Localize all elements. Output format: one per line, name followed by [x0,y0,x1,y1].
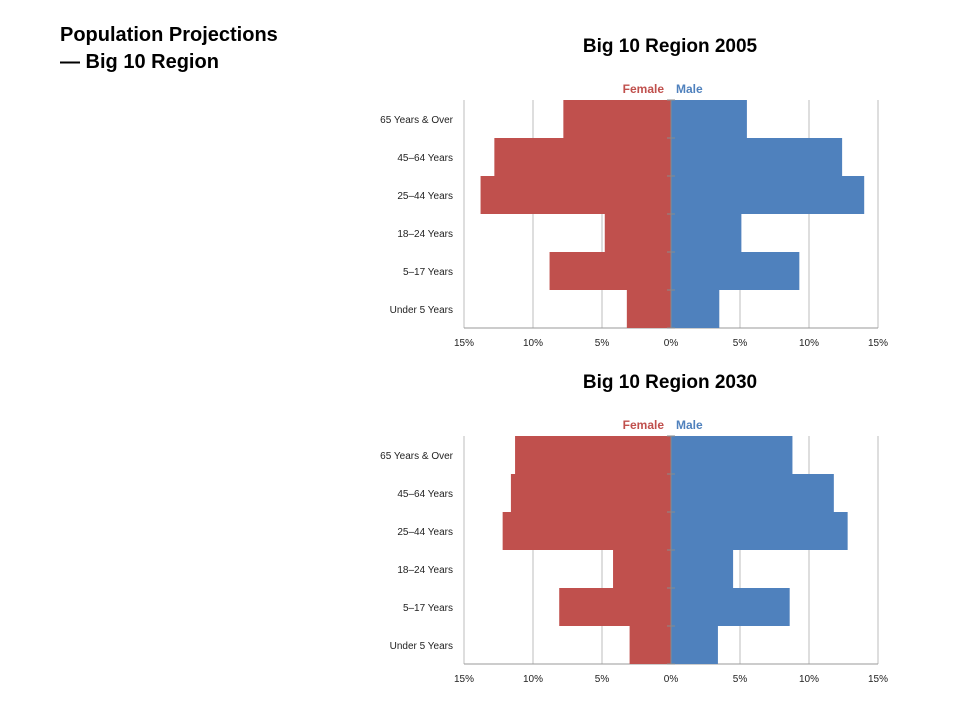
x-tick-label: 15% [454,674,474,685]
bar-female [549,252,671,290]
x-tick-label: 15% [868,338,888,349]
bar-female [515,436,671,474]
category-label: 5–17 Years [403,267,453,278]
category-label: 25–44 Years [397,191,453,202]
chart-title: Big 10 Region 2005 [582,36,758,57]
bar-female [563,100,671,138]
bar-male [671,588,790,626]
bar-male [671,176,865,214]
slide-title: Population Projections— Big 10 Region [60,24,278,73]
bar-male [671,138,843,176]
category-label: 65 Years & Over [380,115,453,126]
x-tick-label: 15% [868,674,888,685]
pyramid-chart-2030: Big 10 Region 2030 Female Male Under 5 Y… [340,366,900,696]
bar-male [671,290,720,328]
bar-female [510,474,671,512]
bar-female [559,588,671,626]
x-tick-label: 0% [664,674,679,685]
x-tick-label: 5% [733,674,748,685]
category-label: Under 5 Years [390,641,453,652]
bar-female [626,290,671,328]
bar-male [671,474,834,512]
category-label: 45–64 Years [397,153,453,164]
x-tick-label: 5% [595,338,610,349]
bar-female [502,512,671,550]
plot-area: Under 5 Years 5–17 Years 18–24 Years 25–44 … [380,99,888,349]
legend-male: Male [676,82,703,96]
x-tick-label: 5% [595,674,610,685]
bar-male [671,436,793,474]
x-tick-label: 10% [523,338,543,349]
bar-male [671,512,848,550]
category-label: 25–44 Years [397,527,453,538]
bar-male [671,626,718,664]
category-label: 18–24 Years [397,565,453,576]
category-label: 45–64 Years [397,489,453,500]
bar-male [671,550,734,588]
x-tick-label: 10% [799,674,819,685]
bar-female [629,626,671,664]
x-tick-label: 10% [799,338,819,349]
bar-female [480,176,671,214]
legend-male: Male [676,418,703,432]
x-tick-label: 10% [523,674,543,685]
category-label: 65 Years & Over [380,451,453,462]
pyramid-chart-2005: Big 10 Region 2005 Female Male Under 5 Y… [340,30,900,360]
bar-male [671,100,747,138]
legend-female: Female [622,418,664,432]
x-tick-label: 5% [733,338,748,349]
x-tick-label: 15% [454,338,474,349]
x-tick-label: 0% [664,338,679,349]
bar-male [671,214,742,252]
legend-female: Female [622,82,664,96]
bar-male [671,252,800,290]
bar-female [613,550,671,588]
category-label: 18–24 Years [397,229,453,240]
bar-female [494,138,671,176]
bar-female [604,214,671,252]
category-label: 5–17 Years [403,603,453,614]
chart-title: Big 10 Region 2030 [582,372,758,393]
category-label: Under 5 Years [390,305,453,316]
plot-area: Under 5 Years 5–17 Years 18–24 Years 25–44 … [380,435,888,685]
